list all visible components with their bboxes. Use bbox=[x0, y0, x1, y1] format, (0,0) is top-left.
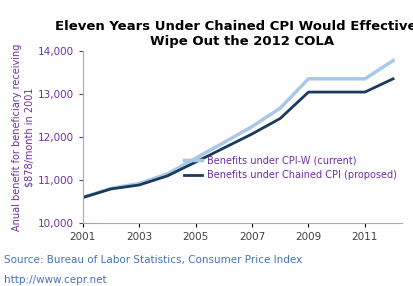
Benefits under Chained CPI (proposed) bbox=[305, 90, 310, 94]
Benefits under Chained CPI (proposed) bbox=[277, 117, 282, 120]
Benefits under CPI-W (current) bbox=[193, 156, 198, 160]
Benefits under Chained CPI (proposed) bbox=[390, 77, 395, 81]
Text: http://www.cepr.net: http://www.cepr.net bbox=[4, 275, 107, 285]
Benefits under Chained CPI (proposed) bbox=[221, 146, 226, 150]
Benefits under Chained CPI (proposed) bbox=[249, 132, 254, 136]
Benefits under CPI-W (current) bbox=[305, 77, 310, 81]
Y-axis label: Anual benefit for beneficiary receiving
$878/month in 2001: Anual benefit for beneficiary receiving … bbox=[12, 43, 35, 231]
Benefits under Chained CPI (proposed) bbox=[80, 196, 85, 199]
Benefits under CPI-W (current) bbox=[108, 186, 113, 190]
Benefits under CPI-W (current) bbox=[80, 196, 85, 199]
Text: Source: Bureau of Labor Statistics, Consumer Price Index: Source: Bureau of Labor Statistics, Cons… bbox=[4, 255, 301, 265]
Benefits under CPI-W (current) bbox=[333, 77, 338, 81]
Line: Benefits under Chained CPI (proposed): Benefits under Chained CPI (proposed) bbox=[83, 79, 392, 198]
Benefits under CPI-W (current) bbox=[277, 106, 282, 110]
Legend: Benefits under CPI-W (current), Benefits under Chained CPI (proposed): Benefits under CPI-W (current), Benefits… bbox=[184, 156, 396, 180]
Benefits under CPI-W (current) bbox=[221, 141, 226, 144]
Benefits under CPI-W (current) bbox=[390, 59, 395, 62]
Line: Benefits under CPI-W (current): Benefits under CPI-W (current) bbox=[83, 61, 392, 198]
Benefits under Chained CPI (proposed) bbox=[361, 90, 366, 94]
Benefits under CPI-W (current) bbox=[249, 125, 254, 128]
Benefits under Chained CPI (proposed) bbox=[108, 187, 113, 191]
Benefits under CPI-W (current) bbox=[164, 172, 169, 176]
Benefits under CPI-W (current) bbox=[361, 77, 366, 81]
Title: Eleven Years Under Chained CPI Would Effectively
Wipe Out the 2012 COLA: Eleven Years Under Chained CPI Would Eff… bbox=[55, 19, 413, 47]
Benefits under Chained CPI (proposed) bbox=[193, 160, 198, 164]
Benefits under Chained CPI (proposed) bbox=[164, 174, 169, 178]
Benefits under Chained CPI (proposed) bbox=[136, 183, 141, 187]
Benefits under CPI-W (current) bbox=[136, 182, 141, 185]
Benefits under Chained CPI (proposed) bbox=[333, 90, 338, 94]
